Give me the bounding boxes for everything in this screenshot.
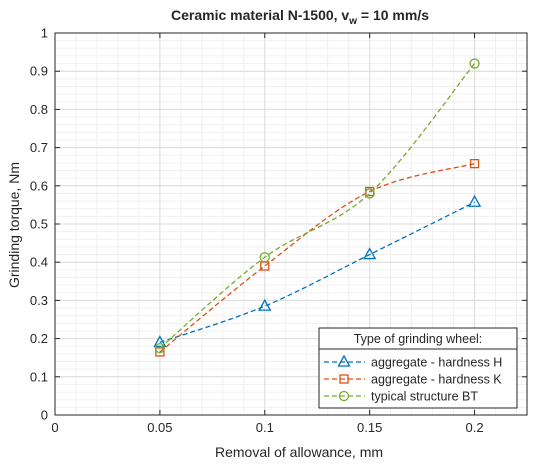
data-point-series-3	[364, 188, 375, 199]
data-point-series-1	[258, 298, 272, 311]
y-tick-label: 0.1	[30, 369, 48, 384]
x-axis-label: Removal of allowance, mm	[215, 444, 383, 460]
y-tick-label: 0.7	[30, 140, 48, 155]
data-point-series-3	[469, 58, 480, 69]
chart-title: Ceramic material N-1500, vw = 10 mm/s	[171, 7, 429, 27]
y-tick-label: 0	[41, 408, 48, 423]
x-tick-label: 0.05	[147, 420, 172, 435]
legend-label-3: typical structure BT	[371, 390, 478, 404]
y-tick-label: 0.6	[30, 178, 48, 193]
legend-marker-2	[339, 374, 349, 384]
y-tick-label: 0.5	[30, 217, 48, 232]
data-point-series-2	[469, 158, 480, 169]
y-tick-label: 0.2	[30, 331, 48, 346]
data-point-series-1	[363, 247, 377, 260]
y-tick-label: 1	[41, 26, 48, 41]
data-point-series-1	[153, 335, 167, 348]
legend-marker-3	[338, 390, 350, 402]
series-lines	[153, 58, 482, 357]
axes: 0 0.05 0.1 0.15 0.2 0 0.1 0.2 0.3 0.4 0.5 0.6 0.7 0.8…	[30, 26, 528, 435]
x-tick-label: 0.15	[357, 420, 382, 435]
y-tick-label: 0.3	[30, 293, 48, 308]
chart-title-tail: = 10 mm/s	[357, 7, 429, 23]
x-tick-label: 0.2	[466, 420, 484, 435]
legend-box	[318, 327, 518, 409]
legend-marker-1	[337, 354, 351, 367]
legend-title: Type of grinding wheel:	[354, 332, 483, 346]
y-tick-label: 0.8	[30, 102, 48, 117]
chart-title-subscript: w	[348, 16, 357, 27]
chart-title-main: Ceramic material N-1500, v	[171, 7, 349, 23]
y-tick-label: 0.9	[30, 64, 48, 79]
series-line-2	[159, 163, 475, 353]
series-line-3	[159, 63, 476, 349]
x-tick-label: 0	[51, 420, 58, 435]
series-line-1	[159, 201, 475, 344]
y-axis-label: Grinding torque, Nm	[6, 162, 22, 288]
data-point-series-3	[154, 342, 166, 354]
data-point-series-3	[259, 252, 270, 263]
legend-label-2: aggregate - hardness K	[371, 373, 502, 387]
data-point-series-1	[467, 194, 482, 207]
legend-label-1: aggregate - hardness H	[371, 356, 502, 370]
legend: Type of grinding wheel: aggregate - hardn…	[318, 327, 518, 409]
x-tick-label: 0.1	[256, 420, 274, 435]
y-tick-label: 0.4	[30, 255, 48, 270]
